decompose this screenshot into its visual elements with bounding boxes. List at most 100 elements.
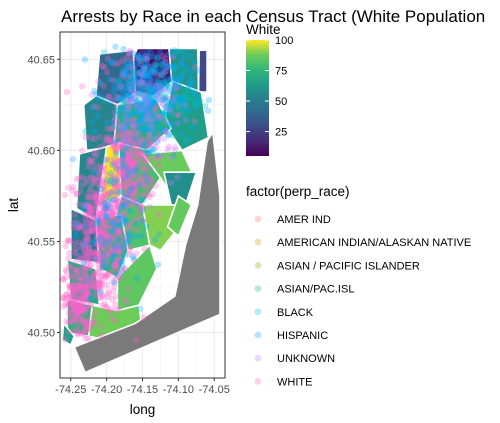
arrest-point: [154, 61, 160, 67]
arrest-point: [77, 188, 83, 194]
arrest-point: [92, 128, 98, 134]
arrest-point: [128, 151, 134, 157]
arrest-point: [62, 336, 68, 342]
arrest-point: [144, 86, 150, 92]
arrest-point: [104, 69, 110, 75]
arrest-point: [133, 221, 139, 227]
arrest-point: [136, 182, 142, 188]
arrest-point: [127, 142, 133, 148]
arrest-point: [143, 115, 149, 121]
legend-key: [255, 262, 262, 269]
y-axis-ticks: 40.5040.5540.6040.65: [27, 54, 60, 339]
arrest-point: [66, 282, 72, 288]
arrest-point: [126, 101, 132, 107]
arrest-point: [186, 52, 192, 58]
arrest-point: [76, 175, 82, 181]
arrest-point: [67, 292, 73, 298]
arrest-point: [70, 184, 76, 190]
colorbar-label: 25: [275, 127, 287, 139]
arrest-point: [96, 133, 102, 139]
arrest-point: [139, 72, 145, 78]
legend-key: [255, 378, 262, 385]
arrest-point: [172, 144, 178, 150]
arrest-point: [137, 159, 143, 165]
legend-label: AMER IND: [277, 214, 331, 226]
arrest-point: [114, 271, 120, 277]
arrest-point: [69, 274, 75, 280]
arrest-point: [154, 137, 160, 143]
arrest-point: [194, 67, 200, 73]
legend-key: [255, 308, 262, 315]
x-tick-label: -74.25: [55, 384, 86, 396]
arrest-point: [63, 267, 69, 273]
arrest-point: [102, 97, 108, 103]
arrest-point: [78, 276, 84, 282]
arrest-point: [126, 225, 132, 231]
arrest-point: [121, 125, 127, 131]
arrest-point: [83, 223, 89, 229]
arrest-point: [133, 227, 139, 233]
arrest-point: [87, 159, 93, 165]
arrest-point: [162, 86, 168, 92]
arrest-point: [188, 68, 194, 74]
arrest-point: [63, 318, 69, 324]
arrest-point: [168, 180, 174, 186]
arrest-point: [111, 280, 117, 286]
arrest-point: [159, 62, 165, 68]
arrest-point: [133, 200, 139, 206]
colorbar-label: 75: [275, 66, 287, 78]
arrest-point: [73, 232, 79, 238]
arrest-point: [159, 72, 165, 78]
arrest-point: [174, 174, 180, 180]
arrest-point: [113, 245, 119, 251]
arrest-point: [113, 307, 119, 313]
arrest-point: [76, 283, 82, 289]
arrest-point: [146, 131, 152, 137]
arrest-point: [93, 256, 99, 262]
arrest-point: [62, 243, 68, 249]
fill-scale-legend: White 255075100: [246, 22, 293, 156]
arrest-point: [142, 172, 148, 178]
arrest-point: [155, 152, 161, 158]
arrest-point: [119, 87, 125, 93]
arrest-point: [129, 184, 135, 190]
arrest-point: [104, 304, 110, 310]
arrest-point: [166, 106, 172, 112]
arrest-point: [156, 231, 162, 237]
arrest-point: [62, 301, 68, 307]
arrest-point: [115, 190, 121, 196]
colorbar-label: 100: [275, 35, 293, 47]
arrest-point: [122, 252, 128, 258]
arrest-point: [147, 166, 153, 172]
arrest-point: [94, 221, 100, 227]
y-tick-label: 40.65: [27, 54, 55, 66]
arrest-point: [187, 79, 193, 85]
arrest-point: [88, 185, 94, 191]
arrest-point: [82, 56, 88, 62]
race-legend: factor(perp_race) AMER INDAMERICAN INDIA…: [246, 184, 471, 388]
arrest-point: [130, 253, 136, 259]
arrest-point: [142, 159, 148, 165]
arrest-point: [156, 163, 162, 169]
arrest-point: [155, 262, 161, 268]
legend-key: [255, 332, 262, 339]
legend-label: UNKNOWN: [277, 353, 335, 365]
arrest-point: [76, 313, 82, 319]
legend-label: WHITE: [277, 376, 312, 388]
arrest-point: [127, 86, 133, 92]
arrest-point: [85, 277, 91, 283]
arrest-point: [79, 83, 85, 89]
legend-label: HISPANIC: [277, 330, 328, 342]
arrest-point: [122, 195, 128, 201]
arrest-point: [92, 169, 98, 175]
arrest-point: [93, 198, 99, 204]
arrest-point: [129, 60, 135, 66]
arrest-point: [74, 221, 80, 227]
arrest-point: [189, 124, 195, 130]
arrest-point: [133, 337, 139, 343]
x-tick-label: -74.15: [127, 384, 158, 396]
arrest-point: [112, 115, 118, 121]
y-tick-label: 40.60: [27, 145, 55, 157]
arrest-point: [84, 194, 90, 200]
